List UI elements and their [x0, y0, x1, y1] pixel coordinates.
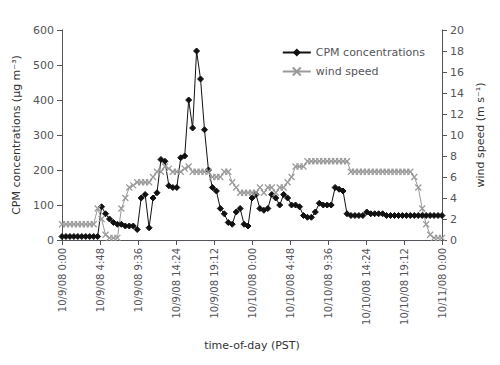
svg-text:10/9/08 19:12: 10/9/08 19:12 [209, 248, 220, 319]
svg-text:600: 600 [33, 24, 54, 37]
svg-text:CPM concentrations (μg m⁻³): CPM concentrations (μg m⁻³) [10, 55, 23, 215]
svg-text:8: 8 [450, 150, 457, 163]
svg-text:100: 100 [33, 199, 54, 212]
svg-text:300: 300 [33, 129, 54, 142]
svg-text:10/10/08 19:12: 10/10/08 19:12 [399, 248, 410, 325]
svg-text:500: 500 [33, 59, 54, 72]
svg-text:CPM concentrations: CPM concentrations [316, 46, 425, 59]
svg-text:10/10/08 14:24: 10/10/08 14:24 [361, 248, 372, 325]
svg-text:200: 200 [33, 164, 54, 177]
svg-text:400: 400 [33, 94, 54, 107]
svg-text:10: 10 [450, 129, 464, 142]
svg-text:6: 6 [450, 171, 457, 184]
svg-text:12: 12 [450, 108, 464, 121]
svg-text:0: 0 [47, 234, 54, 247]
svg-text:16: 16 [450, 66, 464, 79]
svg-text:wind speed: wind speed [316, 65, 379, 78]
svg-text:18: 18 [450, 45, 464, 58]
svg-text:time-of-day (PST): time-of-day (PST) [204, 339, 300, 352]
svg-text:10/9/08 9:36: 10/9/08 9:36 [133, 248, 144, 312]
svg-text:10/10/08 0:00: 10/10/08 0:00 [247, 248, 258, 319]
svg-text:2: 2 [450, 213, 457, 226]
svg-text:wind speed (m s⁻¹): wind speed (m s⁻¹) [474, 83, 487, 188]
svg-text:10/9/08 0:00: 10/9/08 0:00 [57, 248, 68, 312]
svg-text:4: 4 [450, 192, 457, 205]
svg-text:10/10/08 4:48: 10/10/08 4:48 [285, 248, 296, 319]
svg-text:10/9/08 14:24: 10/9/08 14:24 [171, 248, 182, 319]
svg-text:10/10/08 9:36: 10/10/08 9:36 [323, 248, 334, 319]
svg-text:10/11/08 0:00: 10/11/08 0:00 [437, 248, 448, 319]
svg-text:14: 14 [450, 87, 464, 100]
svg-text:20: 20 [450, 24, 464, 37]
svg-text:0: 0 [450, 234, 457, 247]
svg-text:10/9/08 4:48: 10/9/08 4:48 [95, 248, 106, 312]
